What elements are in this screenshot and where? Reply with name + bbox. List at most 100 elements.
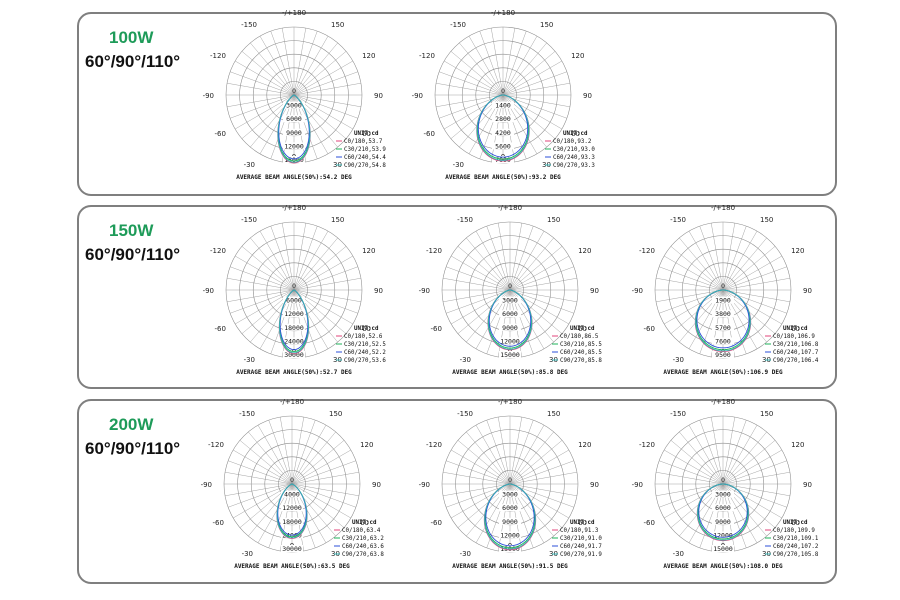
radial-gridline (502, 94, 571, 108)
radial-gridline (268, 420, 293, 485)
radial-gridline (259, 35, 295, 96)
angle-label: 60 (362, 325, 371, 333)
radial-tick-label: 12000 (284, 310, 304, 318)
radial-tick-label: 18000 (282, 518, 302, 526)
radial-gridline (293, 226, 318, 291)
radial-gridline (291, 449, 352, 485)
tick-label-bg (712, 517, 734, 525)
radial-gridline (509, 471, 578, 485)
radial-gridline (442, 277, 511, 291)
power-label: 200W (109, 415, 154, 434)
angle-label: -/+180 (498, 204, 522, 212)
radial-gridline (468, 35, 504, 96)
legend-entry: C60/240,63.6 (342, 544, 384, 550)
legend-entry: C0/180,109.9 (773, 528, 815, 534)
radial-gridline (291, 424, 327, 485)
radial-gridline (248, 431, 293, 485)
tick-label-bg (492, 142, 514, 150)
radial-gridline (722, 237, 767, 291)
radial-gridline (509, 424, 545, 485)
radial-gridline (722, 449, 783, 485)
radial-gridline (509, 420, 534, 485)
angle-label: 120 (791, 247, 804, 255)
radial-origin-label: 0 (292, 283, 296, 290)
legend-entry: C30/210,52.5 (344, 342, 386, 348)
angle-label: 90 (583, 92, 592, 100)
angle-label: -30 (244, 356, 255, 364)
angle-label: -90 (419, 481, 430, 489)
tick-label-bg (712, 296, 734, 304)
radial-gridline (679, 431, 724, 485)
beam-angle-options: 60°/90°/110° (85, 52, 181, 71)
radial-gridline (509, 416, 523, 485)
tick-label-bg (283, 128, 305, 136)
legend-entry: C0/180,53.7 (344, 139, 383, 145)
angle-label: 90 (374, 287, 383, 295)
radial-gridline (475, 230, 511, 291)
tick-label-bg (281, 517, 303, 525)
radial-gridline (230, 289, 295, 314)
radial-gridline (509, 460, 574, 485)
tick-label-bg (281, 490, 303, 498)
radial-tick-label: 30000 (284, 351, 304, 359)
unit-label: UNIT:cd (570, 326, 595, 332)
radial-gridline (442, 483, 511, 497)
radial-gridline (722, 226, 747, 291)
radial-gridline (502, 27, 516, 96)
radial-gridline (502, 51, 556, 96)
legend-entry: C90/270,54.8 (344, 163, 386, 169)
legend-entry: C0/180,91.3 (560, 528, 599, 534)
radial-origin-label: 0 (292, 88, 296, 95)
radial-gridline (466, 431, 511, 485)
angle-label: 60 (791, 519, 800, 527)
tick-label-bg (712, 323, 734, 331)
angle-label: -150 (670, 410, 686, 418)
angle-label: 60 (791, 325, 800, 333)
polar-chart: -/+180-150150-120120-9090-6060-303000300… (203, 9, 387, 181)
radial-gridline (446, 460, 511, 485)
radial-gridline (722, 289, 787, 314)
radial-gridline (234, 255, 295, 291)
angle-label: -30 (453, 161, 464, 169)
tick-label-bg (492, 115, 514, 123)
radial-gridline (710, 416, 724, 485)
radial-gridline (450, 449, 511, 485)
angle-label: 60 (360, 519, 369, 527)
unit-label: UNIT:cd (354, 131, 379, 137)
angle-label: -30 (242, 550, 253, 558)
tick-label-bg (499, 337, 521, 345)
angle-label: -30 (673, 550, 684, 558)
angle-label: -30 (460, 356, 471, 364)
angle-label: -60 (423, 130, 434, 138)
angle-label: -120 (426, 441, 442, 449)
angle-label: -150 (670, 216, 686, 224)
radial-gridline (509, 483, 574, 508)
radial-gridline (293, 60, 354, 96)
radial-gridline (663, 449, 724, 485)
angle-label: -120 (419, 52, 435, 60)
angle-label: 120 (362, 247, 375, 255)
beam-angle-caption: AVERAGE BEAM ANGLE(50%):91.5 DEG (452, 563, 568, 570)
legend-entry: C90/270,106.4 (773, 358, 819, 364)
angle-label: -90 (412, 92, 423, 100)
legend-entry: C90/270,53.6 (344, 358, 386, 364)
beam-angle-caption: AVERAGE BEAM ANGLE(50%):108.0 DEG (663, 563, 783, 570)
radial-gridline (663, 483, 724, 519)
radial-tick-label: 12000 (500, 337, 520, 345)
radial-tick-label: 1900 (715, 297, 731, 305)
radial-gridline (259, 230, 295, 291)
panel-100w: 100W 60°/90°/110° (77, 12, 837, 196)
angle-label: -/+180 (498, 398, 522, 406)
radial-gridline (226, 94, 295, 108)
tick-label-bg (283, 115, 305, 123)
legend-entry: C30/210,85.5 (560, 342, 602, 348)
legend-entry: C60/240,107.2 (773, 544, 818, 550)
radial-gridline (663, 255, 724, 291)
radial-gridline (293, 237, 338, 291)
radial-gridline (655, 289, 724, 303)
angle-label: 150 (547, 410, 560, 418)
unit-label: UNIT:cd (783, 520, 808, 526)
angle-label: -/+180 (282, 204, 306, 212)
angle-label: 120 (362, 52, 375, 60)
angle-label: -120 (210, 247, 226, 255)
